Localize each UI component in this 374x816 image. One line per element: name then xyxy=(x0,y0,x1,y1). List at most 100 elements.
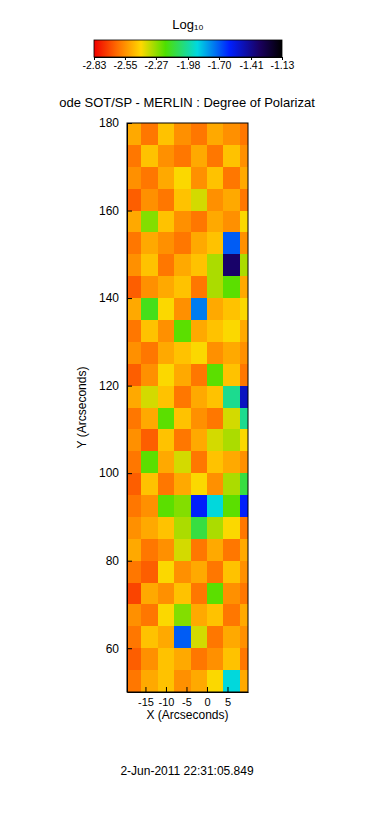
cell xyxy=(127,429,141,451)
cell xyxy=(141,583,157,605)
x-tick-mark xyxy=(186,687,187,692)
cell xyxy=(174,320,190,342)
cell xyxy=(141,254,157,276)
cell xyxy=(191,408,207,430)
cell xyxy=(174,648,190,670)
cell xyxy=(127,495,141,517)
cell xyxy=(127,123,141,145)
cell xyxy=(174,364,190,386)
cell xyxy=(223,451,239,473)
cell xyxy=(191,298,207,320)
cell xyxy=(223,386,239,408)
cell xyxy=(127,408,141,430)
cell xyxy=(174,670,190,692)
x-tick-label: 5 xyxy=(225,696,231,708)
cell xyxy=(141,123,157,145)
cell xyxy=(223,583,239,605)
cell xyxy=(191,561,207,583)
cell xyxy=(240,167,248,189)
cell xyxy=(223,670,239,692)
cell xyxy=(158,429,174,451)
cell xyxy=(174,167,190,189)
cell xyxy=(223,429,239,451)
cell xyxy=(174,145,190,167)
y-tick-mark xyxy=(127,648,132,649)
cell xyxy=(158,386,174,408)
cell xyxy=(223,495,239,517)
cell xyxy=(158,604,174,626)
x-axis-title: X (Arcseconds) xyxy=(146,708,228,722)
cell xyxy=(240,254,248,276)
x-tick-label: -5 xyxy=(182,696,192,708)
x-tick: 0 xyxy=(204,687,210,708)
cell xyxy=(141,364,157,386)
cell xyxy=(191,604,207,626)
cell xyxy=(158,276,174,298)
y-tick: 80 xyxy=(106,554,132,568)
cell xyxy=(158,408,174,430)
cell xyxy=(207,232,223,254)
cell xyxy=(158,145,174,167)
y-axis-title: Y (Arcseconds) xyxy=(75,367,89,449)
cell xyxy=(158,626,174,648)
colorbar-title: Log₁₀ xyxy=(172,17,203,32)
y-tick-mark xyxy=(127,211,132,212)
cell xyxy=(127,342,141,364)
cell xyxy=(141,145,157,167)
cell xyxy=(223,211,239,233)
cell xyxy=(127,583,141,605)
cell xyxy=(174,276,190,298)
x-tick-label: -15 xyxy=(138,696,154,708)
x-tick-label: 0 xyxy=(204,696,210,708)
cell xyxy=(240,495,248,517)
x-tick: -10 xyxy=(159,687,175,708)
colorbar-axis: -2.83-2.55-2.27-1.98-1.70-1.41-1.13 xyxy=(83,57,295,71)
cell xyxy=(141,211,157,233)
cell xyxy=(223,189,239,211)
cell xyxy=(191,539,207,561)
cell xyxy=(240,429,248,451)
cell xyxy=(127,517,141,539)
cell xyxy=(174,429,190,451)
cell xyxy=(207,670,223,692)
cell xyxy=(240,298,248,320)
cell xyxy=(141,604,157,626)
cell xyxy=(158,473,174,495)
cell xyxy=(191,342,207,364)
cell xyxy=(158,451,174,473)
cell xyxy=(191,276,207,298)
cell xyxy=(207,429,223,451)
cell xyxy=(141,451,157,473)
y-tick-mark xyxy=(127,298,132,299)
colorbar-tick: -1.41 xyxy=(240,57,264,71)
cell xyxy=(174,123,190,145)
cell xyxy=(207,254,223,276)
cell xyxy=(191,189,207,211)
cell xyxy=(240,670,248,692)
y-tick-label: 160 xyxy=(99,204,119,218)
title: ode SOT/SP - MERLIN : Degree of Polariza… xyxy=(59,95,315,110)
y-tick-label: 100 xyxy=(99,466,119,480)
cell xyxy=(141,648,157,670)
cell xyxy=(158,342,174,364)
cell xyxy=(223,648,239,670)
chart: Log₁₀ -2.83-2.55-2.27-1.98-1.70-1.41-1.13… xyxy=(0,0,374,816)
cell xyxy=(141,298,157,320)
cell xyxy=(127,254,141,276)
cell xyxy=(127,298,141,320)
cell xyxy=(223,604,239,626)
y-tick-label: 180 xyxy=(99,116,119,130)
cell xyxy=(141,167,157,189)
cell xyxy=(141,386,157,408)
cell xyxy=(127,561,141,583)
cell xyxy=(240,276,248,298)
cell xyxy=(127,648,141,670)
cell xyxy=(127,670,141,692)
cell xyxy=(127,276,141,298)
y-tick-mark xyxy=(127,473,132,474)
cell xyxy=(141,408,157,430)
cell xyxy=(127,473,141,495)
cell xyxy=(191,167,207,189)
cell xyxy=(158,561,174,583)
cell xyxy=(191,670,207,692)
